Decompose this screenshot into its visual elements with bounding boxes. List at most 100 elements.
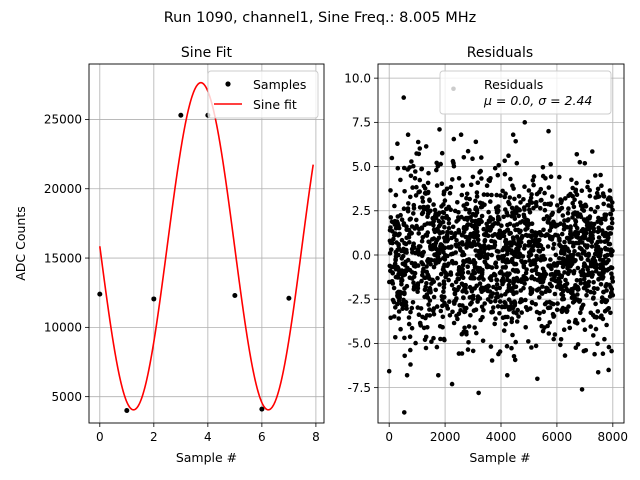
residual-point: [424, 233, 430, 238]
residual-point: [440, 215, 445, 220]
residual-point: [595, 219, 600, 224]
residual-point: [529, 300, 535, 305]
residual-point: [450, 177, 455, 182]
residual-point: [565, 218, 570, 223]
residual-point: [604, 322, 609, 328]
residual-point: [566, 206, 571, 211]
residual-point: [402, 189, 407, 194]
residual-point: [446, 245, 451, 250]
residual-point: [456, 215, 461, 220]
residual-point: [408, 216, 414, 222]
residual-point: [470, 271, 476, 277]
residual-point: [399, 278, 404, 284]
residual-point: [542, 233, 548, 239]
residual-point: [568, 226, 573, 231]
residual-point: [590, 296, 596, 301]
residual-point: [522, 281, 527, 286]
residual-point: [462, 286, 467, 292]
residual-point: [395, 141, 400, 146]
residual-point: [501, 214, 507, 220]
residual-point: [503, 321, 508, 327]
residual-point: [462, 259, 468, 265]
residual-point: [420, 262, 426, 267]
residual-point: [570, 240, 576, 246]
residual-point: [451, 160, 456, 166]
residual-point: [500, 256, 506, 261]
residual-point: [408, 173, 414, 179]
residuals-ytick-label: -5.0: [348, 337, 371, 351]
residual-point: [409, 224, 415, 229]
residual-point: [517, 299, 523, 305]
residual-point: [573, 218, 578, 223]
residual-point: [585, 179, 591, 185]
residuals-ytick-label: 2.5: [352, 204, 371, 218]
residual-point: [497, 311, 502, 316]
residual-outlier-point: [401, 95, 407, 100]
residual-point: [494, 264, 499, 270]
sample-point: [97, 291, 103, 297]
residual-point: [579, 306, 584, 312]
residual-point: [401, 222, 407, 227]
residual-point: [595, 239, 600, 245]
residual-point: [464, 201, 470, 207]
residual-point: [408, 194, 413, 200]
residual-point: [495, 304, 501, 309]
residual-point: [551, 241, 557, 247]
residual-point: [578, 203, 584, 208]
residuals-xtick-label: 0: [385, 430, 393, 444]
residual-point: [523, 227, 528, 232]
residual-point: [448, 252, 454, 257]
residual-point: [495, 294, 501, 300]
residual-point: [609, 216, 615, 222]
residual-point: [608, 290, 614, 296]
residual-point: [603, 230, 609, 236]
residual-point: [476, 221, 482, 227]
residual-point: [555, 203, 560, 208]
residual-point: [464, 332, 469, 337]
residual-point: [534, 287, 540, 293]
residual-point: [505, 277, 510, 283]
residual-point: [593, 301, 598, 307]
residual-point: [507, 195, 513, 200]
residual-point: [552, 332, 558, 337]
residual-point: [548, 257, 553, 262]
residual-point: [522, 184, 527, 189]
residual-point: [550, 311, 556, 317]
residual-point: [609, 348, 614, 354]
residual-point: [470, 348, 476, 354]
residual-point: [562, 353, 568, 358]
residual-point: [388, 215, 394, 220]
residual-point: [537, 242, 543, 248]
residual-point: [475, 180, 481, 185]
residual-point: [395, 301, 400, 307]
residual-point: [529, 345, 534, 350]
residual-point: [555, 260, 561, 266]
residual-point: [550, 210, 555, 216]
residual-point: [542, 325, 547, 330]
residual-point: [441, 264, 446, 270]
residual-point: [531, 182, 536, 188]
residual-point: [523, 325, 528, 330]
residual-point: [551, 336, 556, 342]
residual-point: [503, 300, 508, 306]
residual-point: [602, 336, 607, 342]
residual-point: [572, 210, 578, 215]
residual-point: [594, 190, 600, 196]
residual-point: [531, 205, 536, 211]
residual-point: [419, 253, 425, 259]
residual-point: [407, 334, 413, 340]
residual-point: [413, 264, 418, 269]
residual-point: [509, 256, 515, 262]
residual-point: [501, 233, 507, 239]
residual-point: [575, 287, 581, 292]
residual-point: [516, 194, 522, 199]
residual-point: [424, 269, 430, 275]
residual-point: [541, 269, 547, 274]
residual-point: [598, 282, 604, 287]
residual-point: [548, 263, 553, 268]
residual-point: [481, 287, 486, 293]
residual-point: [410, 300, 416, 305]
residual-point: [577, 212, 583, 217]
residual-point: [439, 181, 445, 186]
residual-point: [609, 271, 614, 277]
